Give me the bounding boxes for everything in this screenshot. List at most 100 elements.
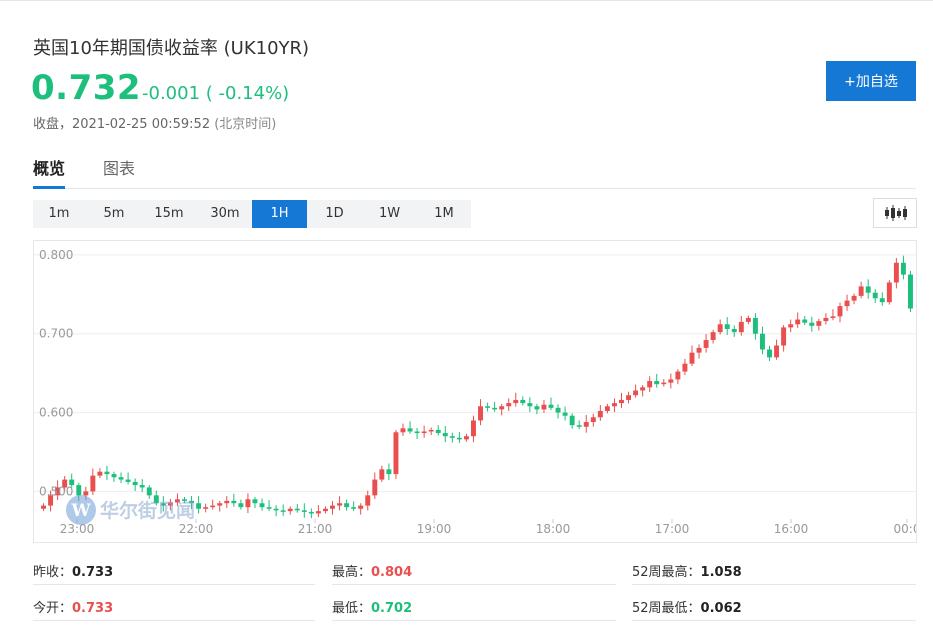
candle-body (449, 436, 455, 438)
price-chart[interactable]: 0.800 0.700 0.600 0.500 23:00 22:00 21:00 19:00… (33, 240, 917, 543)
market-status: 收盘，2021-02-25 00:59:52 (北京时间) (33, 113, 276, 132)
y-tick-label: 0.700 (39, 327, 73, 341)
candle-body (238, 503, 244, 508)
candle-body (337, 503, 343, 506)
candle-body (435, 429, 441, 434)
candle-body (865, 286, 871, 293)
candle-body (315, 511, 321, 514)
candle-body (231, 500, 237, 504)
candle-body (844, 300, 850, 307)
candle-body (781, 327, 787, 346)
status-label: 收盘， (33, 117, 73, 132)
period-1w[interactable]: 1W (378, 206, 401, 221)
period-1m[interactable]: 1m (48, 206, 70, 221)
candle-body (872, 292, 878, 299)
candle-body (816, 321, 822, 326)
candle-body (858, 286, 864, 296)
candle-body (767, 349, 772, 358)
candle-body (640, 387, 646, 391)
candle-body (703, 340, 709, 348)
candle-body (266, 507, 272, 509)
chart-type-toggle[interactable] (873, 198, 917, 228)
candle-body (330, 505, 335, 509)
candle-body (541, 404, 547, 410)
candle-body (837, 306, 843, 317)
stat-open: 今开：0.733 (33, 601, 114, 616)
candle-body (548, 404, 554, 408)
candle-body (456, 437, 462, 440)
candle-body (407, 428, 413, 432)
period-1h[interactable]: 1H (252, 200, 307, 228)
candle-body (189, 500, 195, 504)
candle-body (802, 319, 808, 323)
candle-body (675, 371, 681, 380)
candle-body (210, 505, 216, 508)
candle-body (900, 262, 906, 275)
y-tick-label: 0.600 (39, 406, 73, 420)
candle-body (414, 431, 420, 434)
stat-52w-low: 52周最低：0.062 (632, 601, 742, 616)
candle-body (203, 507, 209, 509)
period-15m[interactable]: 15m (154, 206, 184, 221)
candle-body (717, 324, 723, 333)
candle-body (76, 485, 82, 496)
period-1d[interactable]: 1D (325, 206, 344, 221)
y-tick-label: 0.800 (39, 248, 73, 262)
stats-divider (33, 584, 315, 585)
candle-body (111, 474, 117, 478)
candle-body (308, 511, 314, 514)
candle-body (365, 495, 371, 506)
candle-body (69, 479, 75, 486)
candle-body (682, 363, 688, 372)
stat-52w-high: 52周最高：1.058 (632, 565, 742, 580)
candle-body (626, 395, 632, 400)
candle-body (287, 508, 293, 512)
candle-body (492, 407, 498, 410)
status-datetime: 2021-02-25 00:59:52 (72, 117, 211, 132)
svg-text:W: W (70, 501, 91, 521)
candle-body (499, 406, 505, 410)
period-30m[interactable]: 30m (210, 206, 240, 221)
candle-body (696, 347, 702, 353)
candle-body (217, 503, 223, 506)
candle-body (689, 352, 695, 364)
candle-body (421, 431, 427, 434)
candle-body (97, 471, 103, 476)
candle-body (633, 390, 639, 396)
candle-body (908, 274, 913, 309)
top-divider (0, 0, 933, 1)
x-tick-label: 16:00 (774, 522, 809, 536)
price-change: -0.001 ( -0.14%) (142, 83, 290, 104)
candle-body (358, 505, 364, 509)
candle-body (386, 469, 392, 475)
candle-body (442, 433, 448, 437)
wallstreetcn-logo-icon: W 华尔街见闻 (66, 495, 195, 525)
stats-divider (332, 620, 616, 621)
period-1mo[interactable]: 1M (434, 206, 454, 221)
add-watchlist-button[interactable]: +加自选 (826, 61, 916, 101)
candlestick-icon (885, 205, 907, 221)
candle-body (654, 381, 660, 385)
candle-body (619, 399, 624, 404)
x-tick-label: 23:00 (60, 522, 95, 536)
candlestick-chart: 0.800 0.700 0.600 0.500 23:00 22:00 21:00 19:00… (34, 248, 916, 536)
view-tabs: 概览 图表 (33, 155, 916, 189)
candle-body (252, 499, 258, 504)
candle-body (280, 510, 286, 512)
candle-body (224, 500, 230, 504)
candle-body (647, 381, 653, 388)
candle-body (738, 321, 744, 333)
candle-body (731, 328, 737, 333)
candle-body (118, 477, 124, 480)
candle-body (759, 333, 765, 350)
candle-body (273, 508, 279, 511)
period-5m[interactable]: 5m (103, 206, 125, 221)
x-tick-label: 19:00 (417, 522, 452, 536)
stats-divider (632, 584, 916, 585)
y-tick-label: 0.500 (39, 484, 73, 498)
candle-body (745, 317, 751, 322)
tab-overview[interactable]: 概览 (33, 155, 66, 189)
candle-body (485, 406, 491, 408)
tab-chart[interactable]: 图表 (103, 159, 136, 178)
period-selector: 1m 5m 15m 30m 1H 1D 1W 1M (33, 200, 471, 228)
